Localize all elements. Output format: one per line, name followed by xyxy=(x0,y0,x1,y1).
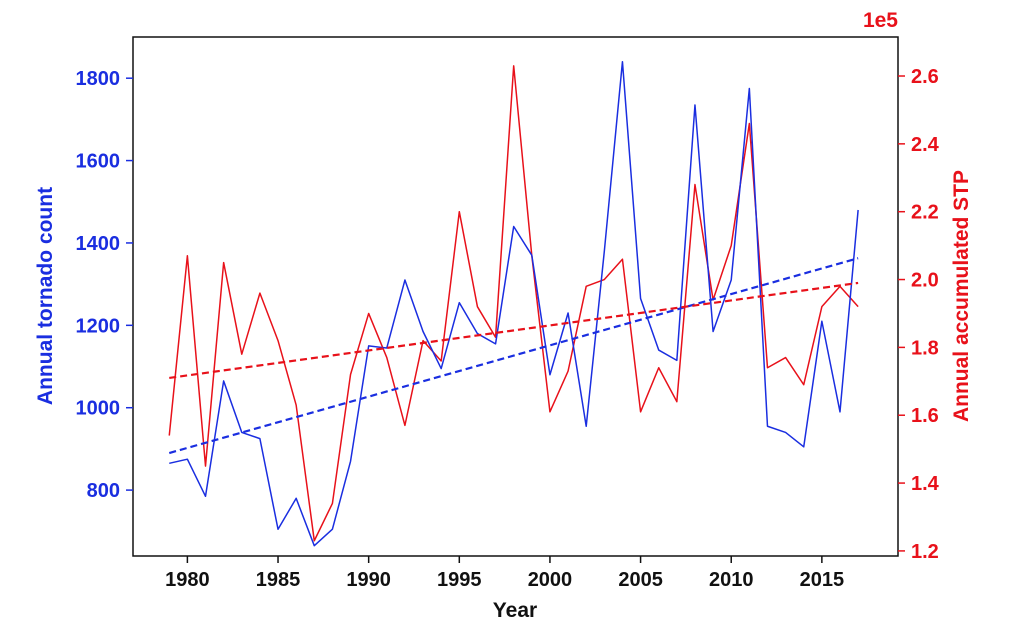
x-axis-ticks: 1980 1985 1990 1995 2000 2005 2010 2015 xyxy=(165,556,844,591)
x-axis-label: Year xyxy=(493,599,537,622)
right-y-tick-label: 1.6 xyxy=(911,405,939,427)
right-y-tick-label: 1.4 xyxy=(911,473,940,495)
right-axis-multiplier: 1e5 xyxy=(863,9,898,32)
x-tick-label: 1980 xyxy=(165,569,210,591)
right-y-tick-label: 2.0 xyxy=(911,270,939,292)
left-y-tick-label: 1200 xyxy=(76,315,121,337)
left-y-tick-label: 1400 xyxy=(76,233,121,255)
x-tick-label: 2000 xyxy=(528,569,573,591)
right-y-tick-label: 2.2 xyxy=(911,202,939,224)
stp-trendline xyxy=(169,281,859,379)
left-y-axis-ticks: 800 1000 1200 1400 1600 1800 xyxy=(76,68,133,502)
left-y-tick-label: 800 xyxy=(87,480,120,502)
left-y-tick-label: 1000 xyxy=(76,398,121,420)
tornado-count-trendline xyxy=(168,257,859,455)
right-y-tick-label: 2.4 xyxy=(911,134,940,156)
left-y-axis-label: Annual tornado count xyxy=(34,187,57,405)
tornado-count-line xyxy=(169,60,859,547)
trend-layer xyxy=(168,257,859,455)
x-tick-label: 2010 xyxy=(709,569,754,591)
x-tick-label: 2005 xyxy=(618,569,663,591)
right-y-axis-label: Annual accumulated STP xyxy=(950,170,973,422)
right-y-tick-label: 2.6 xyxy=(911,66,939,88)
left-y-tick-label: 1800 xyxy=(76,68,121,90)
left-y-tick-label: 1600 xyxy=(76,151,121,173)
plot-frame xyxy=(132,36,899,557)
right-y-axis-ticks: 1.2 1.4 1.6 1.8 2.0 2.2 2.4 2.6 xyxy=(898,66,940,563)
right-y-tick-label: 1.8 xyxy=(911,337,939,359)
x-tick-label: 1990 xyxy=(346,569,391,591)
x-tick-label: 1985 xyxy=(256,569,301,591)
right-y-tick-label: 1.2 xyxy=(911,541,939,563)
x-tick-label: 1995 xyxy=(437,569,482,591)
x-tick-label: 2015 xyxy=(800,569,845,591)
